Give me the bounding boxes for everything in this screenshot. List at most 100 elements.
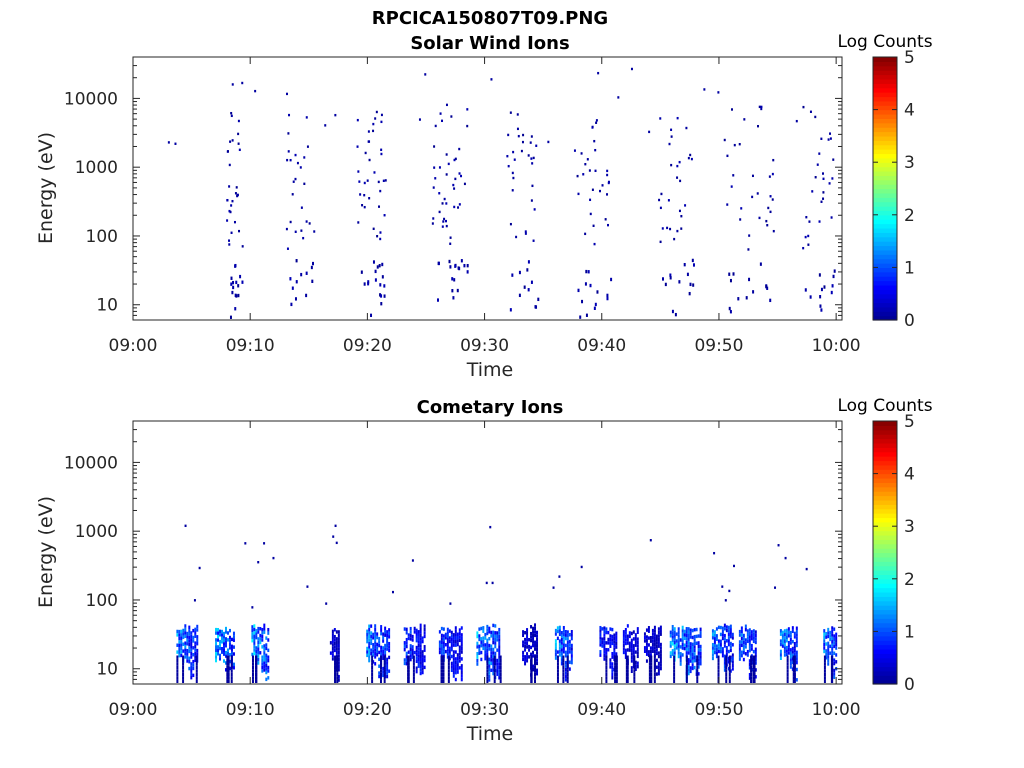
heatmap-cell: [532, 239, 535, 242]
colorbar-segment: [873, 613, 897, 619]
heatmap-cell: [659, 206, 662, 210]
heatmap-cell: [380, 652, 383, 657]
colorbar-segment: [873, 473, 897, 479]
heatmap-cell: [721, 633, 724, 637]
heatmap-cell: [830, 216, 833, 219]
heatmap-cell: [486, 642, 489, 646]
heatmap-cell: [511, 273, 514, 277]
heatmap-cell: [601, 637, 604, 641]
heatmap-cell: [526, 655, 529, 660]
heatmap-cell: [603, 633, 606, 637]
heatmap-cell: [460, 643, 463, 647]
heatmap-cell: [532, 633, 535, 638]
heatmap-cell: [833, 675, 836, 680]
heatmap-cell: [562, 676, 565, 680]
heatmap-cell: [530, 652, 533, 657]
heatmap-cell: [725, 652, 728, 657]
heatmap-cell: [717, 649, 720, 654]
heatmap-cell: [229, 315, 232, 319]
heatmap-cell: [835, 642, 838, 647]
heatmap-cell: [615, 679, 618, 684]
heatmap-cell: [696, 662, 699, 666]
heatmap-cell: [444, 643, 447, 647]
heatmap-cell: [447, 658, 450, 663]
heatmap-cell: [560, 651, 563, 656]
heatmap-cell: [832, 158, 835, 161]
heatmap-cell: [224, 654, 227, 658]
heatmap-cell: [438, 166, 441, 169]
heatmap-cell: [671, 635, 674, 639]
heatmap-cell: [446, 648, 449, 652]
heatmap-cell: [757, 124, 759, 128]
heatmap-cell: [526, 268, 529, 272]
heatmap-cell: [478, 634, 481, 638]
heatmap-cell: [188, 635, 191, 640]
heatmap-cell: [833, 668, 836, 673]
heatmap-cell: [496, 658, 499, 663]
heatmap-cell: [748, 666, 751, 670]
heatmap-cell: [729, 624, 732, 629]
heatmap-cell: [679, 645, 682, 649]
heatmap-cell: [650, 672, 653, 677]
heatmap-cell: [388, 669, 391, 673]
heatmap-cell: [176, 662, 179, 666]
heatmap-cell: [480, 640, 483, 644]
heatmap-cell: [633, 679, 636, 684]
heatmap-cell: [419, 661, 422, 665]
heatmap-cell: [195, 672, 198, 677]
heatmap-cell: [509, 111, 512, 114]
heatmap-cell: [676, 176, 679, 179]
heatmap-cell: [667, 199, 670, 202]
heatmap-cell: [673, 662, 676, 666]
colorbar-segment: [873, 166, 897, 172]
heatmap-cell: [454, 633, 457, 637]
heatmap-cell: [833, 644, 836, 649]
heatmap-cell: [636, 661, 639, 665]
heatmap-cell: [717, 646, 720, 650]
heatmap-cell: [407, 662, 410, 666]
heatmap-cell: [374, 662, 377, 666]
heatmap-cell: [386, 667, 389, 672]
colorbar-segment: [873, 600, 897, 606]
heatmap-cell: [261, 658, 264, 663]
heatmap-cell: [524, 232, 527, 235]
heatmap-cell: [176, 629, 179, 634]
heatmap-cell: [740, 629, 743, 634]
heatmap-cell: [476, 655, 479, 659]
colorbar-segment: [873, 565, 897, 571]
heatmap-cell: [485, 581, 488, 585]
heatmap-cell: [613, 633, 616, 637]
heatmap-cell: [693, 628, 696, 632]
heatmap-cell: [368, 641, 371, 646]
heatmap-cell: [267, 638, 270, 642]
heatmap-cell: [360, 270, 363, 274]
heatmap-cell: [669, 644, 672, 648]
x-tick-label: 09:30: [460, 700, 509, 720]
heatmap-cell: [524, 637, 527, 642]
heatmap-cell: [777, 544, 780, 547]
heatmap-cell: [524, 658, 527, 662]
heatmap-cell: [192, 673, 195, 678]
heatmap-cell: [699, 634, 702, 638]
heatmap-cell: [379, 672, 382, 677]
heatmap-cell: [496, 638, 499, 642]
heatmap-cell: [440, 644, 443, 648]
heatmap-cell: [697, 654, 700, 659]
colorbar-segment: [873, 539, 897, 545]
heatmap-cell: [536, 630, 539, 635]
heatmap-cell: [671, 642, 674, 646]
heatmap-cell: [673, 647, 676, 652]
heatmap-cell: [793, 679, 796, 684]
heatmap-cell: [793, 642, 796, 646]
heatmap-cell: [607, 637, 610, 642]
heatmap-cell: [659, 117, 662, 120]
heatmap-cell: [582, 173, 585, 176]
heatmap-cell: [728, 672, 731, 677]
heatmap-cell: [745, 296, 748, 300]
heatmap-cell: [366, 650, 369, 654]
heatmap-cell: [657, 637, 660, 642]
heatmap-cell: [188, 649, 191, 654]
heatmap-cell: [679, 179, 682, 183]
heatmap-cell: [417, 654, 420, 658]
heatmap-cell: [391, 590, 394, 594]
